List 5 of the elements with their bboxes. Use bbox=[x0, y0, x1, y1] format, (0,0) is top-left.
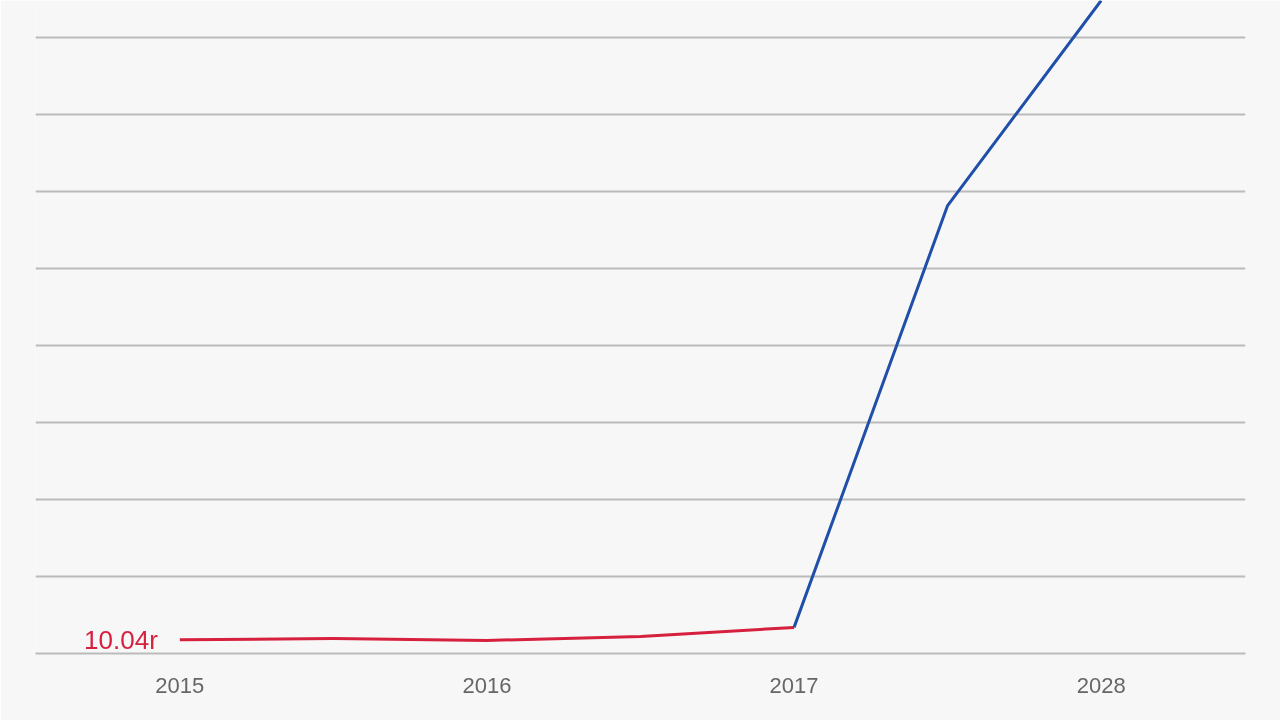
annotation: 10.04r bbox=[84, 624, 159, 655]
x-tick-label: 2015 bbox=[155, 672, 205, 698]
x-tick-label: 2016 bbox=[462, 672, 512, 698]
x-tick-label: 2028 bbox=[1076, 672, 1126, 698]
x-tick-label: 2017 bbox=[769, 672, 819, 698]
